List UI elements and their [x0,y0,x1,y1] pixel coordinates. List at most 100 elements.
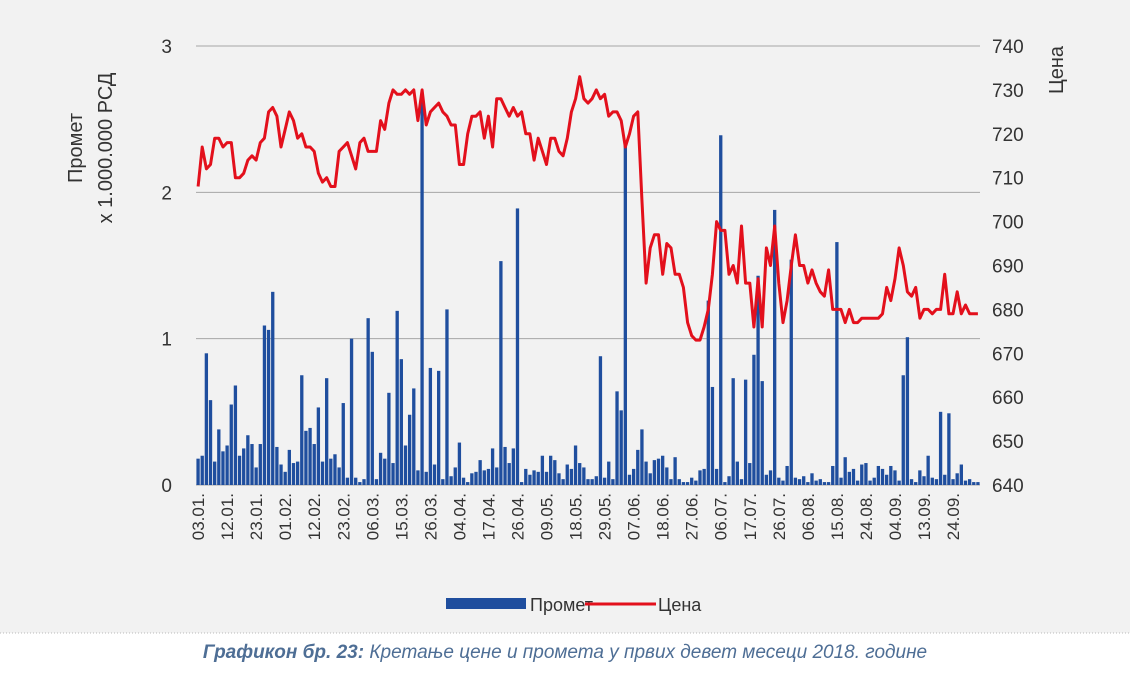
bar [407,414,412,485]
bar [254,467,258,485]
bar [337,467,341,485]
bar [208,400,213,485]
bar [370,351,374,485]
bar [582,467,586,485]
bar [868,480,872,485]
bar [872,477,876,485]
bar [569,468,574,485]
bar [524,468,528,485]
bar [951,479,955,485]
bar [383,458,387,485]
bar [395,310,399,485]
bar [831,465,835,485]
bar [918,470,922,485]
bar [648,473,652,485]
bar [441,479,445,485]
bar [540,455,545,485]
bar [354,477,358,485]
x-tick-label: 24.08. [857,493,876,540]
y2-tick-label: 700 [992,213,1024,234]
bar [752,354,756,485]
price-line [196,75,978,342]
bar [880,468,885,485]
bar [250,444,254,485]
bar [797,479,802,485]
x-tick-label: 07.06. [625,493,644,540]
bar [768,470,773,485]
bar [536,471,540,485]
bar [793,477,798,485]
bar [275,446,279,485]
bar [818,479,822,485]
bar [349,338,354,485]
chart: Промет x 1.000.000 РСД Цена 0 1 2 3 640 650 66… [0,0,1130,634]
y-tick-label: 3 [161,37,172,58]
bar [225,445,229,485]
caption-prefix: Графикон бр. 23: [202,642,365,663]
bar [669,479,673,485]
bar [943,474,947,485]
bar [204,353,209,485]
bar [391,463,395,485]
bar [785,465,789,485]
bar [631,468,636,485]
bar [495,467,499,485]
bar [636,449,640,485]
bar [972,482,976,485]
bar [864,463,868,485]
bar [685,482,690,485]
bar [300,375,304,485]
bar [233,385,238,485]
bar [470,473,474,485]
background [0,0,1130,633]
bar [420,97,424,485]
y2-tick-label: 730 [992,81,1024,102]
x-tick-label: 17.04. [479,493,498,540]
bar [221,451,225,485]
bar [619,410,623,485]
bar [876,465,881,485]
bar [656,458,661,485]
bar [578,463,582,485]
bar [930,477,934,485]
bar [316,407,321,485]
x-tick-label: 26.04. [508,493,527,540]
y2-tick-label: 740 [992,37,1024,58]
bar [503,446,507,485]
bar [200,455,204,485]
bar [967,479,972,485]
bar [217,429,221,485]
y2-tick-label: 650 [992,432,1024,453]
bar [702,468,706,485]
bar [196,458,200,485]
bar [399,359,403,485]
legend-label: Цена [658,595,702,615]
bar [773,209,777,486]
bar [378,452,383,485]
bar [710,386,715,485]
bar [366,318,370,485]
bar [959,464,963,485]
x-tick-label: 26.03. [421,493,440,540]
bar [453,467,457,485]
bar [341,403,345,485]
bar [283,471,287,485]
x-tick-label: 01.02. [276,493,295,540]
bar [781,480,785,485]
bar [304,430,308,485]
bar [673,457,677,485]
bar [437,370,441,485]
bar [644,461,648,485]
y2-tick-label: 690 [992,257,1024,278]
bar [308,427,312,485]
bar [748,463,752,485]
bar [698,470,702,485]
bar [565,464,569,485]
bar [271,291,275,485]
legend-swatch [446,598,526,609]
bar [802,476,806,485]
bar [938,411,943,485]
bar [320,461,325,485]
bar [976,482,980,485]
